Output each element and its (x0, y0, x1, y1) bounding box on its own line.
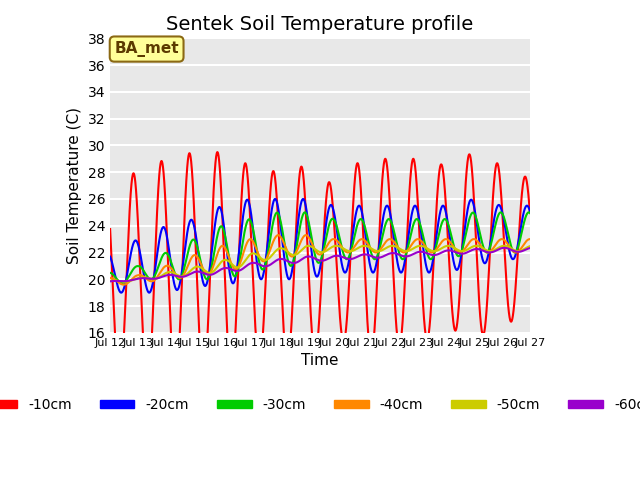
-50cm (486, 248, 494, 254)
-30cm (360, 221, 368, 227)
-10cm (367, 352, 375, 358)
-40cm (196, 259, 204, 265)
-40cm (106, 275, 114, 281)
-50cm (196, 264, 204, 270)
-10cm (143, 384, 151, 389)
Line: -60cm: -60cm (110, 248, 530, 281)
-20cm (223, 253, 231, 259)
-30cm (525, 209, 532, 215)
Line: -20cm: -20cm (110, 199, 530, 293)
-60cm (106, 278, 114, 284)
-20cm (360, 222, 368, 228)
-20cm (196, 264, 204, 269)
X-axis label: Time: Time (301, 353, 339, 368)
-60cm (526, 245, 534, 251)
-10cm (360, 252, 368, 258)
-10cm (224, 336, 232, 342)
-20cm (271, 196, 279, 202)
-50cm (526, 243, 534, 249)
-10cm (486, 243, 494, 249)
-60cm (367, 253, 375, 259)
Y-axis label: Soil Temperature (C): Soil Temperature (C) (67, 107, 82, 264)
-60cm (486, 250, 494, 255)
-10cm (526, 209, 534, 215)
-40cm (274, 232, 282, 238)
-30cm (223, 246, 231, 252)
-40cm (367, 247, 375, 252)
Text: BA_met: BA_met (115, 41, 179, 57)
-30cm (486, 244, 494, 250)
-50cm (500, 243, 508, 249)
-40cm (526, 236, 534, 242)
-30cm (106, 270, 114, 276)
-30cm (367, 251, 375, 256)
-50cm (360, 243, 368, 249)
-30cm (196, 256, 204, 262)
-20cm (526, 208, 534, 214)
-30cm (526, 210, 534, 216)
-20cm (526, 208, 534, 214)
-40cm (360, 237, 368, 243)
-10cm (196, 348, 204, 354)
-60cm (526, 245, 534, 251)
Line: -50cm: -50cm (110, 246, 530, 282)
-50cm (526, 243, 534, 249)
-30cm (118, 280, 126, 286)
-20cm (367, 268, 375, 274)
-60cm (360, 252, 368, 257)
-40cm (526, 236, 534, 242)
-20cm (106, 254, 114, 260)
-20cm (117, 290, 125, 296)
Line: -30cm: -30cm (110, 212, 530, 283)
-40cm (223, 250, 231, 256)
-10cm (526, 208, 534, 214)
-50cm (367, 246, 375, 252)
-10cm (214, 149, 221, 155)
-60cm (196, 269, 204, 275)
Line: -10cm: -10cm (110, 152, 530, 386)
-60cm (500, 245, 508, 251)
-50cm (223, 258, 231, 264)
Title: Sentek Soil Temperature profile: Sentek Soil Temperature profile (166, 15, 474, 34)
-10cm (106, 226, 114, 232)
-20cm (486, 241, 494, 247)
Legend: -10cm, -20cm, -30cm, -40cm, -50cm, -60cm: -10cm, -20cm, -30cm, -40cm, -50cm, -60cm (0, 393, 640, 418)
-60cm (223, 265, 231, 271)
-30cm (526, 210, 534, 216)
-40cm (486, 249, 494, 254)
-50cm (106, 278, 114, 284)
Line: -40cm: -40cm (110, 235, 530, 285)
-40cm (120, 282, 127, 288)
-50cm (121, 279, 129, 285)
